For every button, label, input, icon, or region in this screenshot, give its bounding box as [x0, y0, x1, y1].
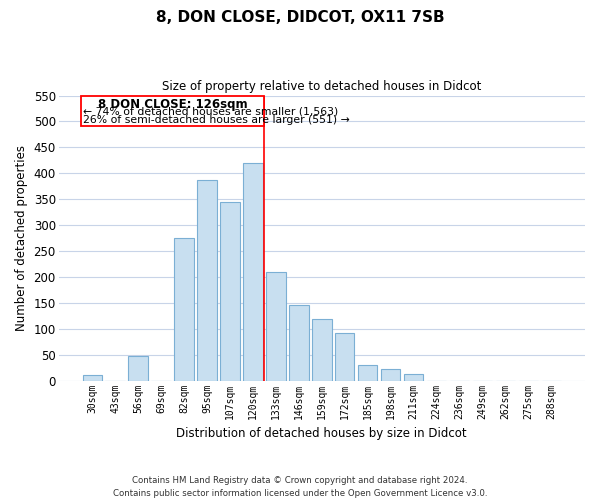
Bar — [81, 96, 265, 126]
Bar — [220, 202, 240, 380]
Bar — [83, 375, 102, 380]
Bar — [358, 364, 377, 380]
Text: ← 74% of detached houses are smaller (1,563): ← 74% of detached houses are smaller (1,… — [83, 106, 338, 117]
Bar — [175, 238, 194, 380]
Bar — [312, 320, 332, 380]
Bar — [266, 272, 286, 380]
Bar — [404, 374, 424, 380]
X-axis label: Distribution of detached houses by size in Didcot: Distribution of detached houses by size … — [176, 427, 467, 440]
Text: Contains HM Land Registry data © Crown copyright and database right 2024.
Contai: Contains HM Land Registry data © Crown c… — [113, 476, 487, 498]
Title: Size of property relative to detached houses in Didcot: Size of property relative to detached ho… — [162, 80, 481, 93]
Bar — [243, 163, 263, 380]
Bar — [289, 306, 308, 380]
Bar — [335, 333, 355, 380]
Bar — [128, 356, 148, 380]
Text: 26% of semi-detached houses are larger (551) →: 26% of semi-detached houses are larger (… — [83, 114, 350, 124]
Text: 8, DON CLOSE, DIDCOT, OX11 7SB: 8, DON CLOSE, DIDCOT, OX11 7SB — [155, 10, 445, 25]
Bar — [381, 369, 400, 380]
Bar — [197, 180, 217, 380]
Y-axis label: Number of detached properties: Number of detached properties — [15, 145, 28, 331]
Text: 8 DON CLOSE: 126sqm: 8 DON CLOSE: 126sqm — [98, 98, 247, 111]
